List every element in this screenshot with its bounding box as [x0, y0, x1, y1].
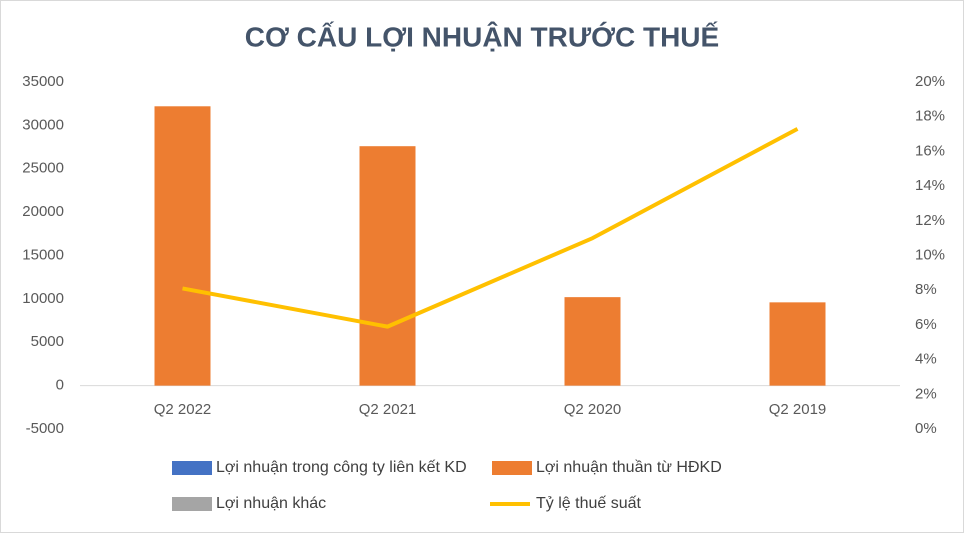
y2-tick-label: 10%: [915, 246, 945, 263]
y2-tick-label: 8%: [915, 281, 937, 298]
y-tick-label: 0: [56, 377, 64, 394]
bar: [564, 297, 621, 386]
legend-label: Lợi nhuận thuần từ HĐKD: [536, 459, 722, 476]
legend-swatch: [492, 461, 532, 475]
y2-tick-label: 6%: [915, 316, 937, 333]
legend-swatch: [172, 497, 212, 511]
y-tick-label: 30000: [22, 116, 64, 133]
y2-tick-label: 20%: [915, 73, 945, 90]
bar: [359, 146, 416, 386]
x-tick-label: Q2 2020: [564, 401, 622, 418]
line: [182, 127, 799, 329]
chart-title: CƠ CẤU LỢI NHUẬN TRƯỚC THUẾ: [245, 21, 719, 52]
bar: [154, 106, 211, 386]
y-tick-label: 10000: [22, 290, 64, 307]
x-tick-label: Q2 2019: [769, 401, 827, 418]
y-tick-label: 20000: [22, 203, 64, 220]
y2-tick-label: 14%: [915, 177, 945, 194]
y-tick-label: 35000: [22, 73, 64, 90]
y2-tick-label: 16%: [915, 142, 945, 159]
y2-tick-label: 18%: [915, 108, 945, 125]
y-tick-label: 25000: [22, 160, 64, 177]
x-tick-label: Q2 2021: [359, 401, 417, 418]
y2-tick-label: 2%: [915, 385, 937, 402]
bar: [769, 302, 826, 386]
y-tick-label: 5000: [31, 333, 64, 350]
legend-label: Lợi nhuận khác: [216, 495, 326, 512]
x-tick-label: Q2 2022: [154, 401, 212, 418]
y-tick-label: 15000: [22, 246, 64, 263]
legend-swatch: [172, 461, 212, 475]
y-tick-label: -5000: [26, 420, 64, 437]
legend-label: Tỷ lệ thuế suất: [536, 495, 642, 512]
legend-label: Lợi nhuận trong công ty liên kết KD: [216, 459, 467, 476]
y2-tick-label: 0%: [915, 420, 937, 437]
y2-tick-label: 4%: [915, 351, 937, 368]
y2-tick-label: 12%: [915, 212, 945, 229]
